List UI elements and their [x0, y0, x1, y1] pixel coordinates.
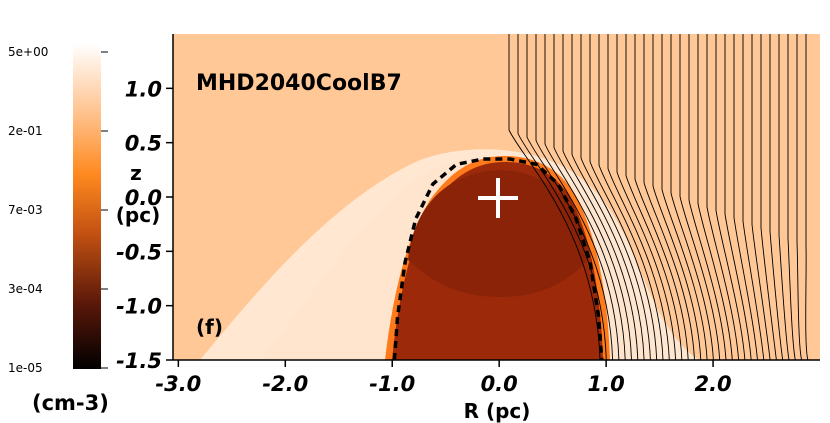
field-line [616, 34, 677, 360]
panel-label: (f) [196, 315, 223, 339]
field-line [598, 34, 664, 360]
y-axis-label-top: z [130, 161, 142, 185]
field-line [544, 34, 626, 360]
field-line [508, 34, 601, 360]
y-tick-label: 0.5 [125, 132, 162, 156]
field-line [760, 34, 777, 360]
field-line [724, 34, 752, 360]
inner-cavity [408, 170, 588, 297]
colorbar-tick-label: 7e-03 [8, 203, 43, 217]
field-line [715, 34, 746, 360]
boundary-contour [392, 157, 604, 360]
colorbar-unit: (cm-3) [32, 391, 109, 415]
field-line [535, 34, 620, 360]
field-line [661, 34, 708, 360]
field-line [589, 34, 658, 360]
x-axis-label: R (pc) [464, 399, 531, 423]
field-line [769, 34, 784, 360]
colorbar-tick-label: 2e-01 [8, 124, 43, 138]
field-line [670, 34, 714, 360]
colorbar-tick-label: 1e-05 [8, 361, 43, 375]
y-tick-label: 1.0 [125, 77, 162, 101]
star-marker [478, 178, 518, 218]
plot-area: MHD2040CoolB7 (f) -3.0 -2.0 -1.0 0.0 1.0 2.0 … [116, 34, 820, 423]
y-tick-label: 0.0 [125, 186, 162, 210]
field-line [580, 34, 651, 360]
field-line [742, 34, 765, 360]
field-line [805, 34, 809, 360]
field-line [796, 34, 803, 360]
field-line [526, 34, 614, 360]
field-line [679, 34, 721, 360]
field-line [787, 34, 796, 360]
field-line [553, 34, 632, 360]
magnetic-field-lines [508, 34, 809, 360]
colorbar-tick-label: 3e-04 [8, 282, 43, 296]
field-line [706, 34, 740, 360]
field-line [634, 34, 689, 360]
simulation-title: MHD2040CoolB7 [196, 71, 402, 96]
field-line [733, 34, 758, 360]
x-tick-label: 2.0 [694, 372, 731, 396]
field-line [562, 34, 639, 360]
x-tick-label: 1.0 [588, 372, 625, 396]
field-line [607, 34, 670, 360]
field-line [625, 34, 683, 360]
field-line [571, 34, 645, 360]
x-tick-label: 0.0 [481, 372, 518, 396]
field-line [517, 34, 607, 360]
field-line [778, 34, 790, 360]
x-tick-label: -2.0 [262, 372, 308, 396]
x-tick-label: -3.0 [155, 372, 201, 396]
colorbar-tick-label: 5e+00 [8, 45, 48, 59]
y-tick-label: -1.0 [116, 295, 162, 319]
field-line [643, 34, 695, 360]
y-tick-label: -0.5 [116, 240, 162, 264]
field-line [697, 34, 733, 360]
field-line [688, 34, 727, 360]
y-axis-label-bottom: (pc) [116, 203, 160, 227]
x-tick-label: -1.0 [369, 372, 415, 396]
field-line [751, 34, 771, 360]
y-tick-label: -1.5 [116, 349, 162, 373]
colorbar: 5e+00 2e-01 7e-03 3e-04 1e-05 (cm-3) [8, 44, 109, 415]
colorbar-gradient [73, 44, 101, 369]
field-line [652, 34, 702, 360]
